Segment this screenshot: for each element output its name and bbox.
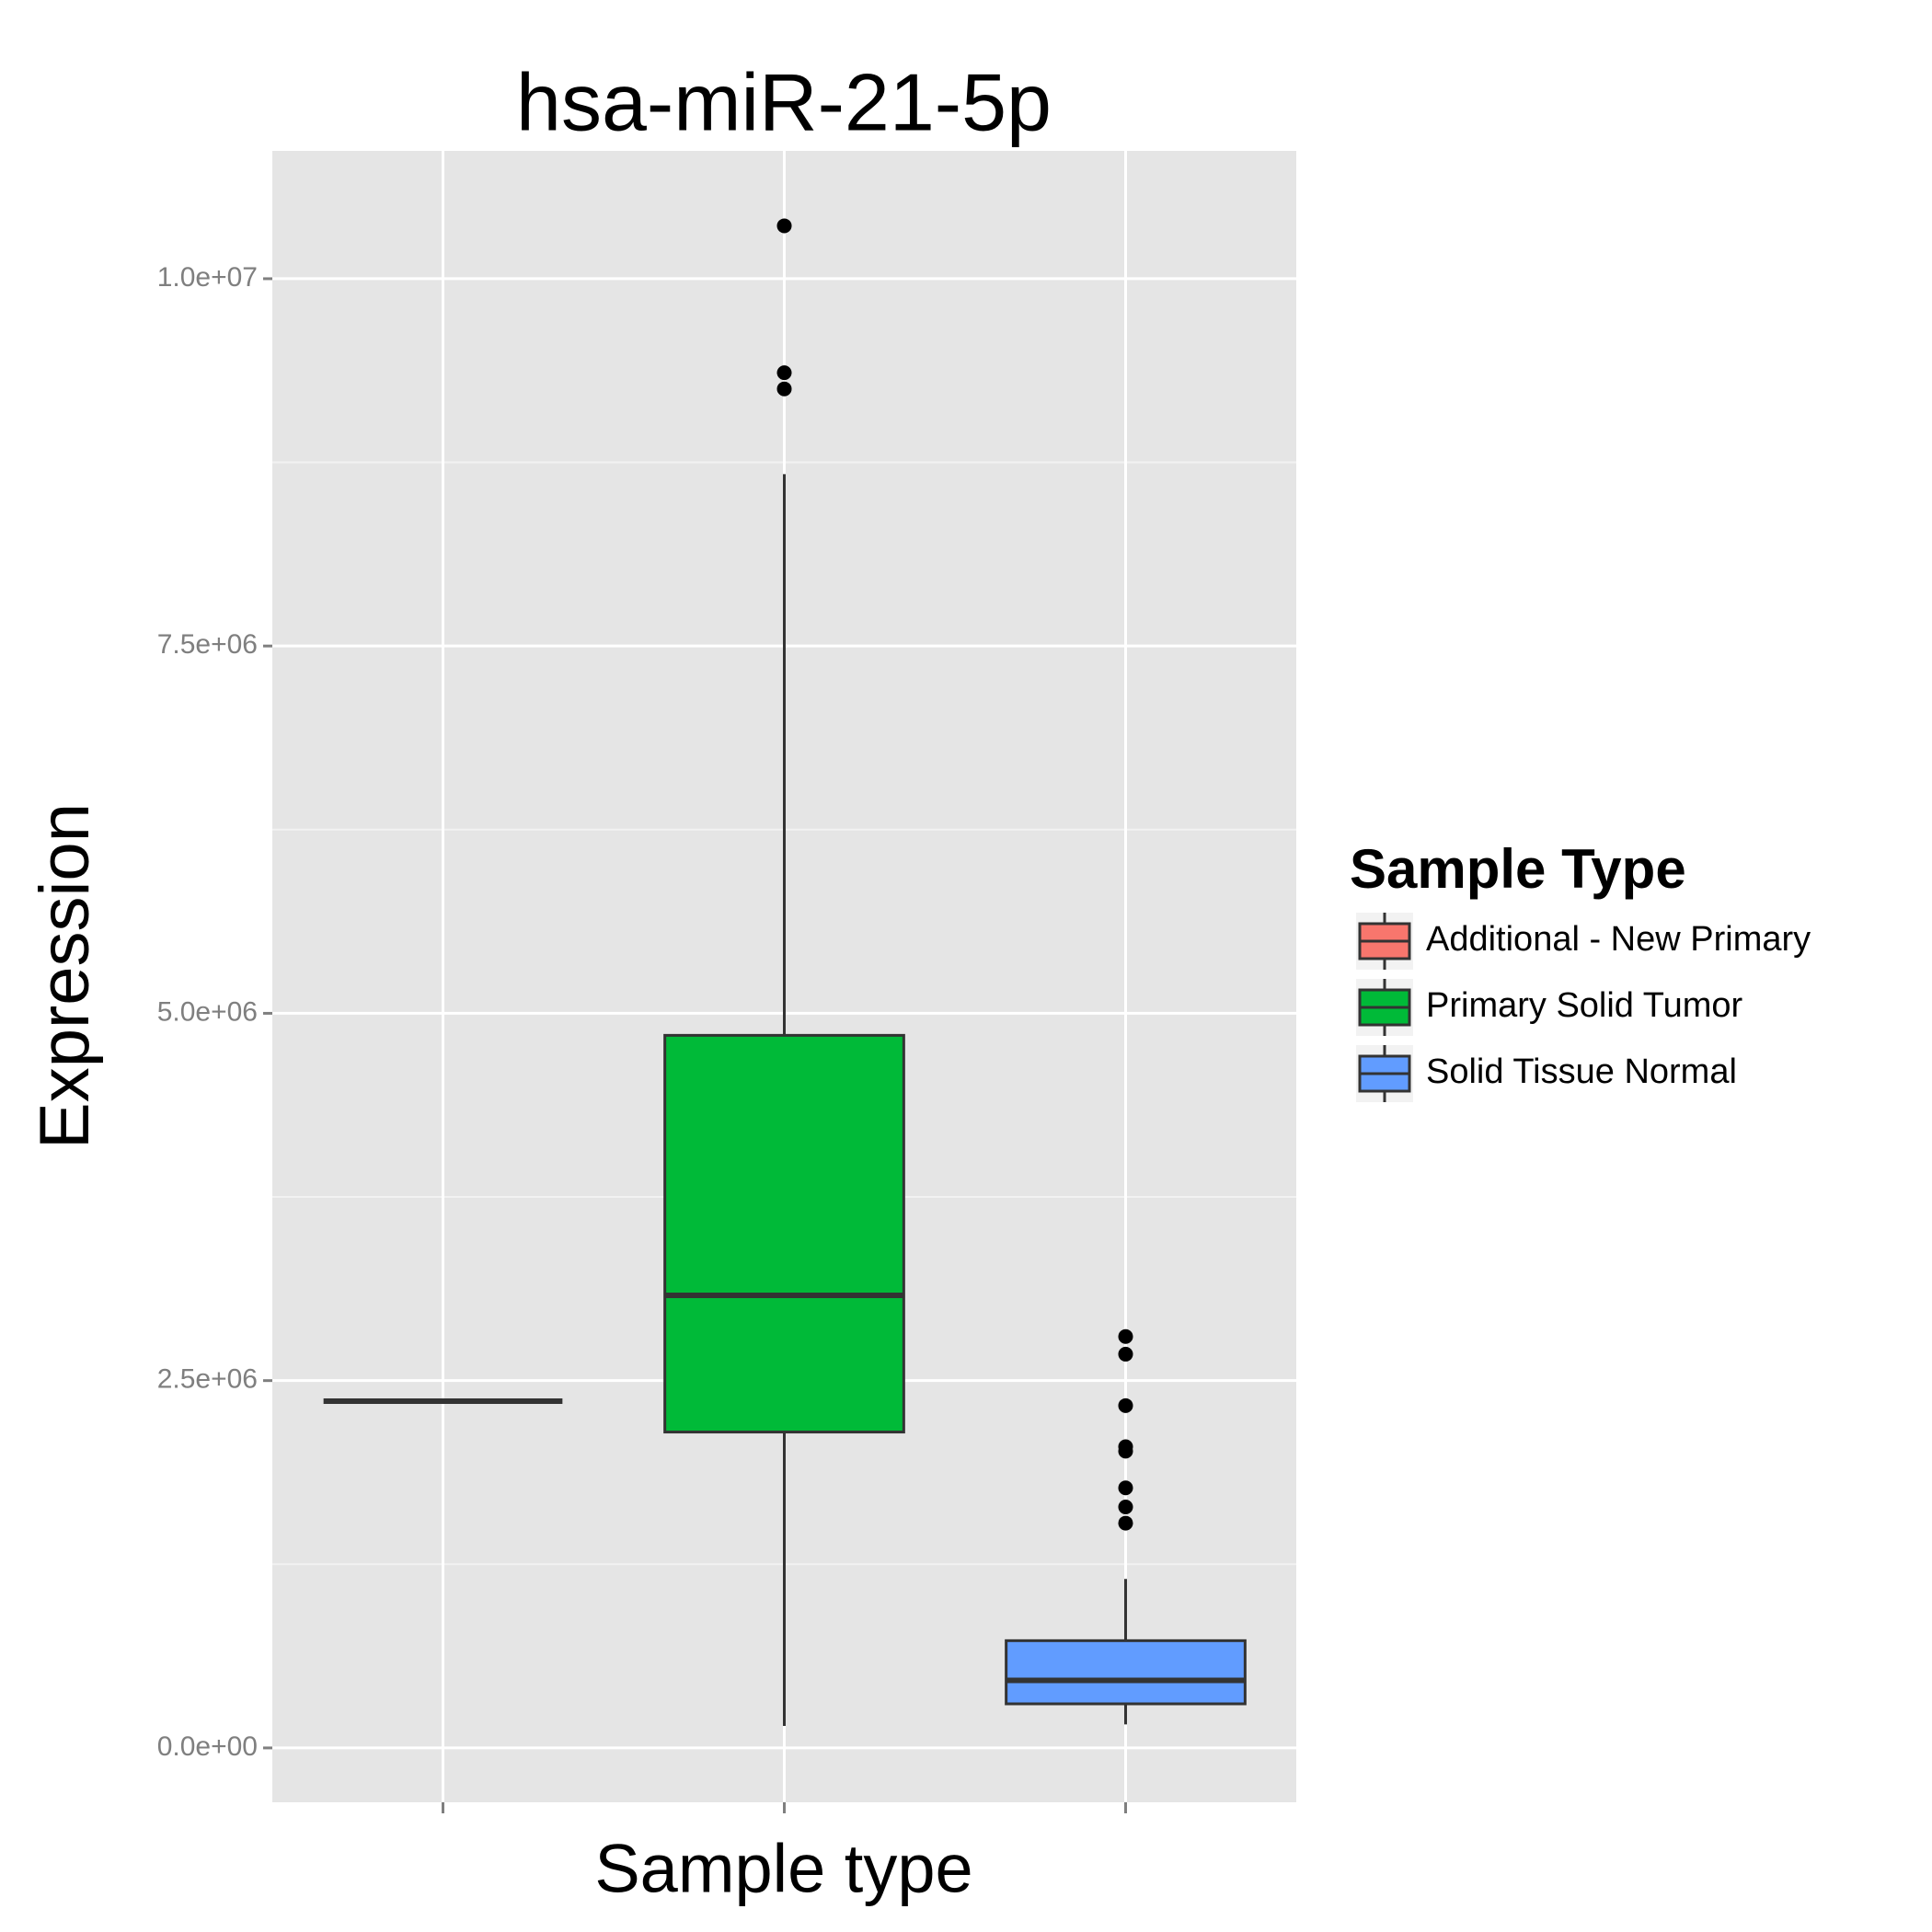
outlier <box>1118 1346 1133 1362</box>
y-tick-label: 2.5e+06 <box>157 1364 258 1395</box>
legend-label: Solid Tissue Normal <box>1426 1052 1737 1091</box>
y-tick-label: 7.5e+06 <box>157 629 258 660</box>
legend-title: Sample Type <box>1350 838 1686 900</box>
outlier <box>1118 1397 1133 1413</box>
box <box>663 1033 905 1434</box>
outlier <box>1118 1480 1133 1496</box>
y-tick-label: 1.0e+07 <box>157 262 258 293</box>
chart-title: hsa-miR-21-5p <box>516 56 1052 147</box>
box <box>1005 1639 1247 1706</box>
y-tick-label: 0.0e+00 <box>157 1731 258 1762</box>
outlier <box>776 218 792 234</box>
outlier <box>1118 1328 1133 1344</box>
outlier <box>776 381 792 397</box>
outlier <box>1118 1515 1133 1531</box>
y-tick-label: 5.0e+06 <box>157 996 258 1027</box>
x-axis-title: Sample type <box>594 1831 972 1907</box>
legend-label: Primary Solid Tumor <box>1426 986 1743 1025</box>
legend-label: Additional - New Primary <box>1426 920 1811 959</box>
outlier <box>776 365 792 381</box>
y-axis-title: Expression <box>26 803 104 1149</box>
outlier <box>1118 1500 1133 1515</box>
outlier <box>1118 1443 1133 1459</box>
